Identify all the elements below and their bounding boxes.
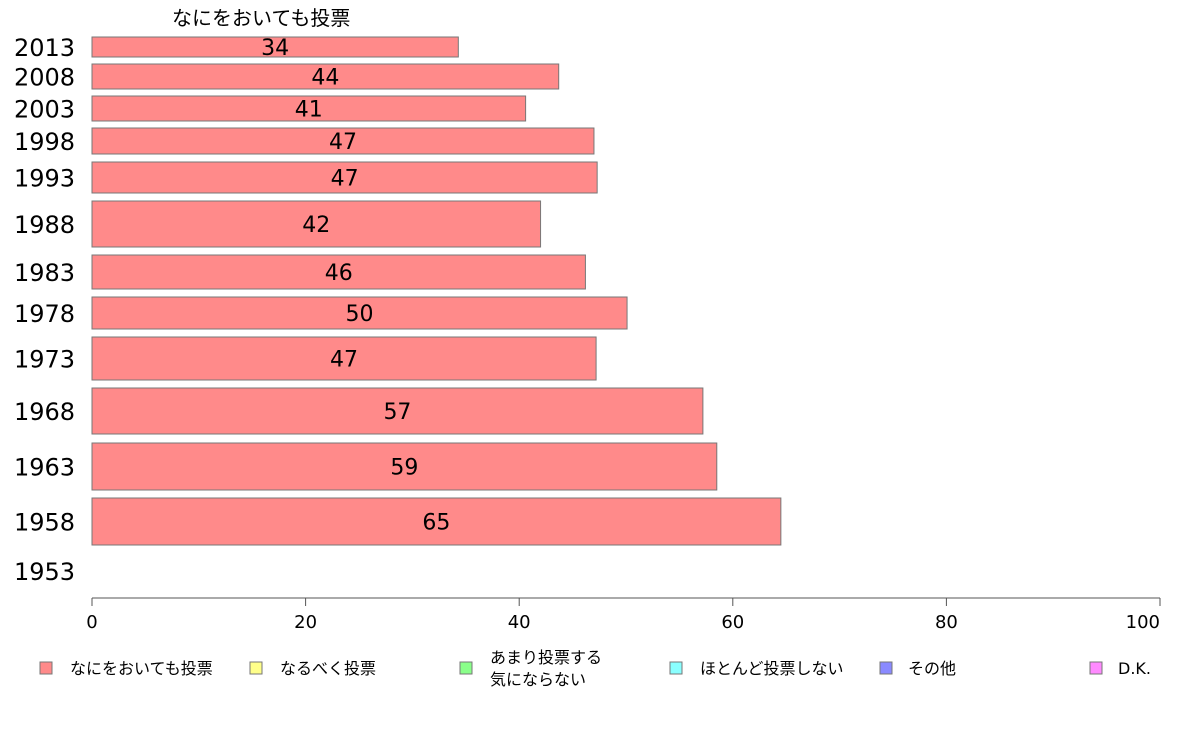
year-label: 2008 xyxy=(14,64,75,92)
bar xyxy=(91,127,595,155)
bar xyxy=(91,254,586,290)
bar-value-label: 47 xyxy=(330,348,358,373)
bar-value-label: 65 xyxy=(422,511,450,536)
bar xyxy=(91,95,527,122)
x-ticks: 0 20 40 60 80 100 xyxy=(86,598,1161,633)
bar xyxy=(91,200,542,248)
x-tick-label: 0 xyxy=(86,612,97,633)
bar xyxy=(91,442,718,491)
legend-swatch-4 xyxy=(879,661,893,675)
bar-value-label: 46 xyxy=(325,261,353,286)
legend-label-4: その他 xyxy=(908,659,956,678)
legend-label-5: D.K. xyxy=(1118,659,1151,678)
legend-swatch-1 xyxy=(249,661,263,675)
legend-label-2-line1: あまり投票する xyxy=(490,648,602,667)
bar-value-label: 57 xyxy=(383,400,411,425)
x-tick-label: 100 xyxy=(1126,612,1160,633)
bar-value-label: 47 xyxy=(329,130,357,155)
bar-value-label: 47 xyxy=(331,167,359,192)
year-label: 1953 xyxy=(14,558,75,586)
year-label: 1998 xyxy=(14,128,75,156)
legend-swatch-0 xyxy=(39,661,53,675)
legend-label-3: ほとんど投票しない xyxy=(700,659,844,678)
legend-swatch-2 xyxy=(459,661,473,675)
year-label: 1978 xyxy=(14,300,75,328)
bar-value-label: 44 xyxy=(311,66,339,91)
year-label: 2003 xyxy=(14,96,75,124)
year-label: 1968 xyxy=(14,398,75,426)
bar xyxy=(91,296,628,330)
bar-value-label: 42 xyxy=(302,213,330,238)
chart-title: なにをおいても投票 xyxy=(172,6,350,30)
bar xyxy=(91,63,560,90)
bar xyxy=(91,497,782,546)
legend-label-0: なにをおいても投票 xyxy=(70,659,213,678)
x-axis: 0 20 40 60 80 100 xyxy=(86,597,1161,633)
bar-value-label: 34 xyxy=(261,36,289,61)
legend-swatch-5 xyxy=(1089,661,1103,675)
x-tick-label: 80 xyxy=(935,612,958,633)
year-label: 2013 xyxy=(14,34,75,62)
x-tick-label: 40 xyxy=(508,612,531,633)
legend-label-2-line2: 気にならない xyxy=(490,670,586,689)
bar xyxy=(91,36,459,58)
bar-value-label: 50 xyxy=(346,302,374,327)
bar-value-label: 41 xyxy=(295,98,323,123)
year-label: 1993 xyxy=(14,165,75,193)
bar xyxy=(91,161,598,194)
bar xyxy=(91,387,704,435)
x-tick-label: 60 xyxy=(721,612,744,633)
year-label: 1973 xyxy=(14,346,75,374)
legend-swatch-3 xyxy=(669,661,683,675)
year-label: 1963 xyxy=(14,454,75,482)
year-label: 1958 xyxy=(14,509,75,537)
legend-label-1: なるべく投票 xyxy=(280,659,376,678)
year-label: 1983 xyxy=(14,259,75,287)
x-tick-label: 20 xyxy=(294,612,317,633)
bar xyxy=(91,336,597,381)
year-label: 1988 xyxy=(14,211,75,239)
bar-value-label: 59 xyxy=(390,456,418,481)
legend: なにをおいても投票 なるべく投票 あまり投票する 気にならない ほとんど投票しな… xyxy=(39,648,1151,689)
bar-group xyxy=(91,36,782,546)
